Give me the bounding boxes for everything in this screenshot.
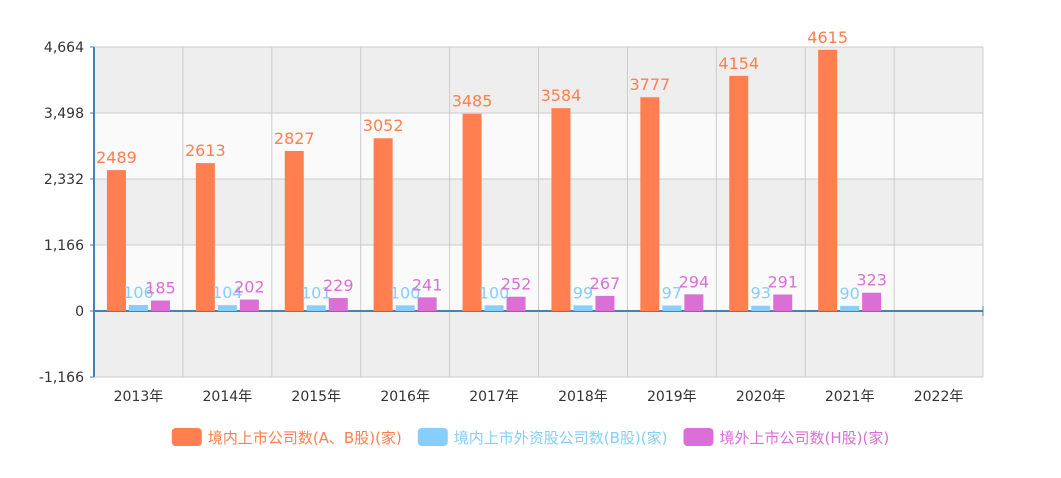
x-tick-labels: 2013年 2014年 2015年 2016年 2017年 2018年 2019年 2020年… [114, 389, 964, 405]
y-tick-label: 2,332 [44, 172, 84, 188]
data-label: 3584 [541, 86, 582, 105]
bar[interactable] [239, 299, 259, 311]
data-label: 3777 [629, 75, 670, 94]
x-tick-label: 2013年 [114, 389, 164, 405]
bar[interactable] [840, 305, 860, 311]
data-label: 101 [301, 283, 332, 302]
data-label: 252 [501, 275, 532, 294]
data-label: 2613 [185, 141, 226, 160]
data-label: 185 [145, 279, 176, 298]
bar[interactable] [106, 170, 126, 311]
data-label: 3052 [363, 116, 404, 135]
legend-item[interactable]: 境内上市公司数(A、B股)(家) [171, 428, 402, 447]
bar[interactable] [417, 297, 437, 311]
bar[interactable] [395, 305, 415, 311]
data-labels: 2489106185261310420228271012293052100241… [96, 28, 887, 303]
bar[interactable] [373, 138, 393, 311]
bar[interactable] [684, 294, 704, 311]
bar[interactable] [595, 295, 615, 311]
x-tick-label: 2021年 [825, 389, 875, 405]
data-label: 97 [662, 284, 682, 303]
data-label: 4615 [807, 28, 848, 47]
data-label: 294 [679, 272, 710, 291]
grid-lines [94, 46, 984, 378]
data-label: 93 [751, 284, 771, 303]
y-tick-label: -1,166 [39, 370, 84, 386]
data-label: 106 [123, 283, 154, 302]
data-label: 100 [390, 283, 421, 302]
bar[interactable] [729, 75, 749, 312]
bar[interactable] [551, 108, 571, 311]
y-tick-label: 3,498 [44, 106, 84, 122]
legend-item[interactable]: 境外上市公司数(H股)(家) [683, 428, 889, 447]
data-label: 90 [839, 284, 859, 303]
bar[interactable] [773, 294, 793, 311]
bar[interactable] [818, 49, 838, 311]
data-label: 104 [212, 283, 243, 302]
x-tick-label: 2017年 [469, 389, 519, 405]
bar[interactable] [573, 305, 593, 311]
data-label: 241 [412, 275, 443, 294]
bar[interactable] [484, 305, 504, 311]
bar[interactable] [751, 305, 771, 311]
data-label: 100 [479, 283, 510, 302]
y-tick-label: 4,664 [44, 40, 84, 56]
bar[interactable] [284, 150, 304, 311]
data-label: 3485 [452, 92, 493, 111]
x-tick-label: 2020年 [736, 389, 786, 405]
x-tick-label: 2019年 [647, 389, 697, 405]
bar[interactable] [217, 305, 237, 311]
data-label: 267 [590, 274, 621, 293]
bar[interactable] [328, 298, 348, 311]
bar[interactable] [662, 305, 682, 311]
bar[interactable] [640, 97, 660, 311]
data-label: 323 [856, 271, 887, 290]
legend-swatch [417, 428, 448, 446]
x-tick-label: 2014年 [203, 389, 253, 405]
data-label: 2489 [96, 148, 137, 167]
bar[interactable] [195, 163, 215, 311]
legend-item[interactable]: 境内上市外资股公司数(B股)(家) [417, 428, 668, 447]
data-label: 2827 [274, 129, 315, 148]
legend: 境内上市公司数(A、B股)(家) 境内上市外资股公司数(B股)(家) 境外上市公司数… [171, 428, 889, 447]
x-tick-label: 2016年 [380, 389, 430, 405]
data-label: 229 [323, 276, 354, 295]
bar[interactable] [306, 305, 326, 311]
legend-label: 境内上市外资股公司数(B股)(家) [454, 429, 668, 447]
x-tick-label: 2022年 [914, 389, 964, 405]
y-tick-label: 1,166 [44, 238, 84, 254]
x-tick-label: 2015年 [291, 389, 341, 405]
legend-label: 境内上市公司数(A、B股)(家) [208, 429, 402, 447]
bar[interactable] [462, 113, 482, 312]
legend-swatch [683, 428, 714, 446]
legend-swatch [171, 428, 202, 446]
data-label: 202 [234, 278, 265, 297]
legend-label: 境外上市公司数(H股)(家) [719, 429, 889, 447]
data-label: 4154 [718, 54, 759, 73]
data-label: 99 [573, 283, 593, 302]
y-tick-labels: 4,664 3,498 2,332 1,166 0 -1,166 [39, 40, 84, 386]
bar[interactable] [128, 305, 148, 311]
bar[interactable] [150, 300, 170, 311]
x-tick-label: 2018年 [558, 389, 608, 405]
data-label: 291 [767, 273, 798, 292]
y-tick-label: 0 [75, 304, 84, 320]
bar[interactable] [506, 296, 526, 311]
bars [106, 49, 882, 312]
bar[interactable] [862, 292, 882, 311]
